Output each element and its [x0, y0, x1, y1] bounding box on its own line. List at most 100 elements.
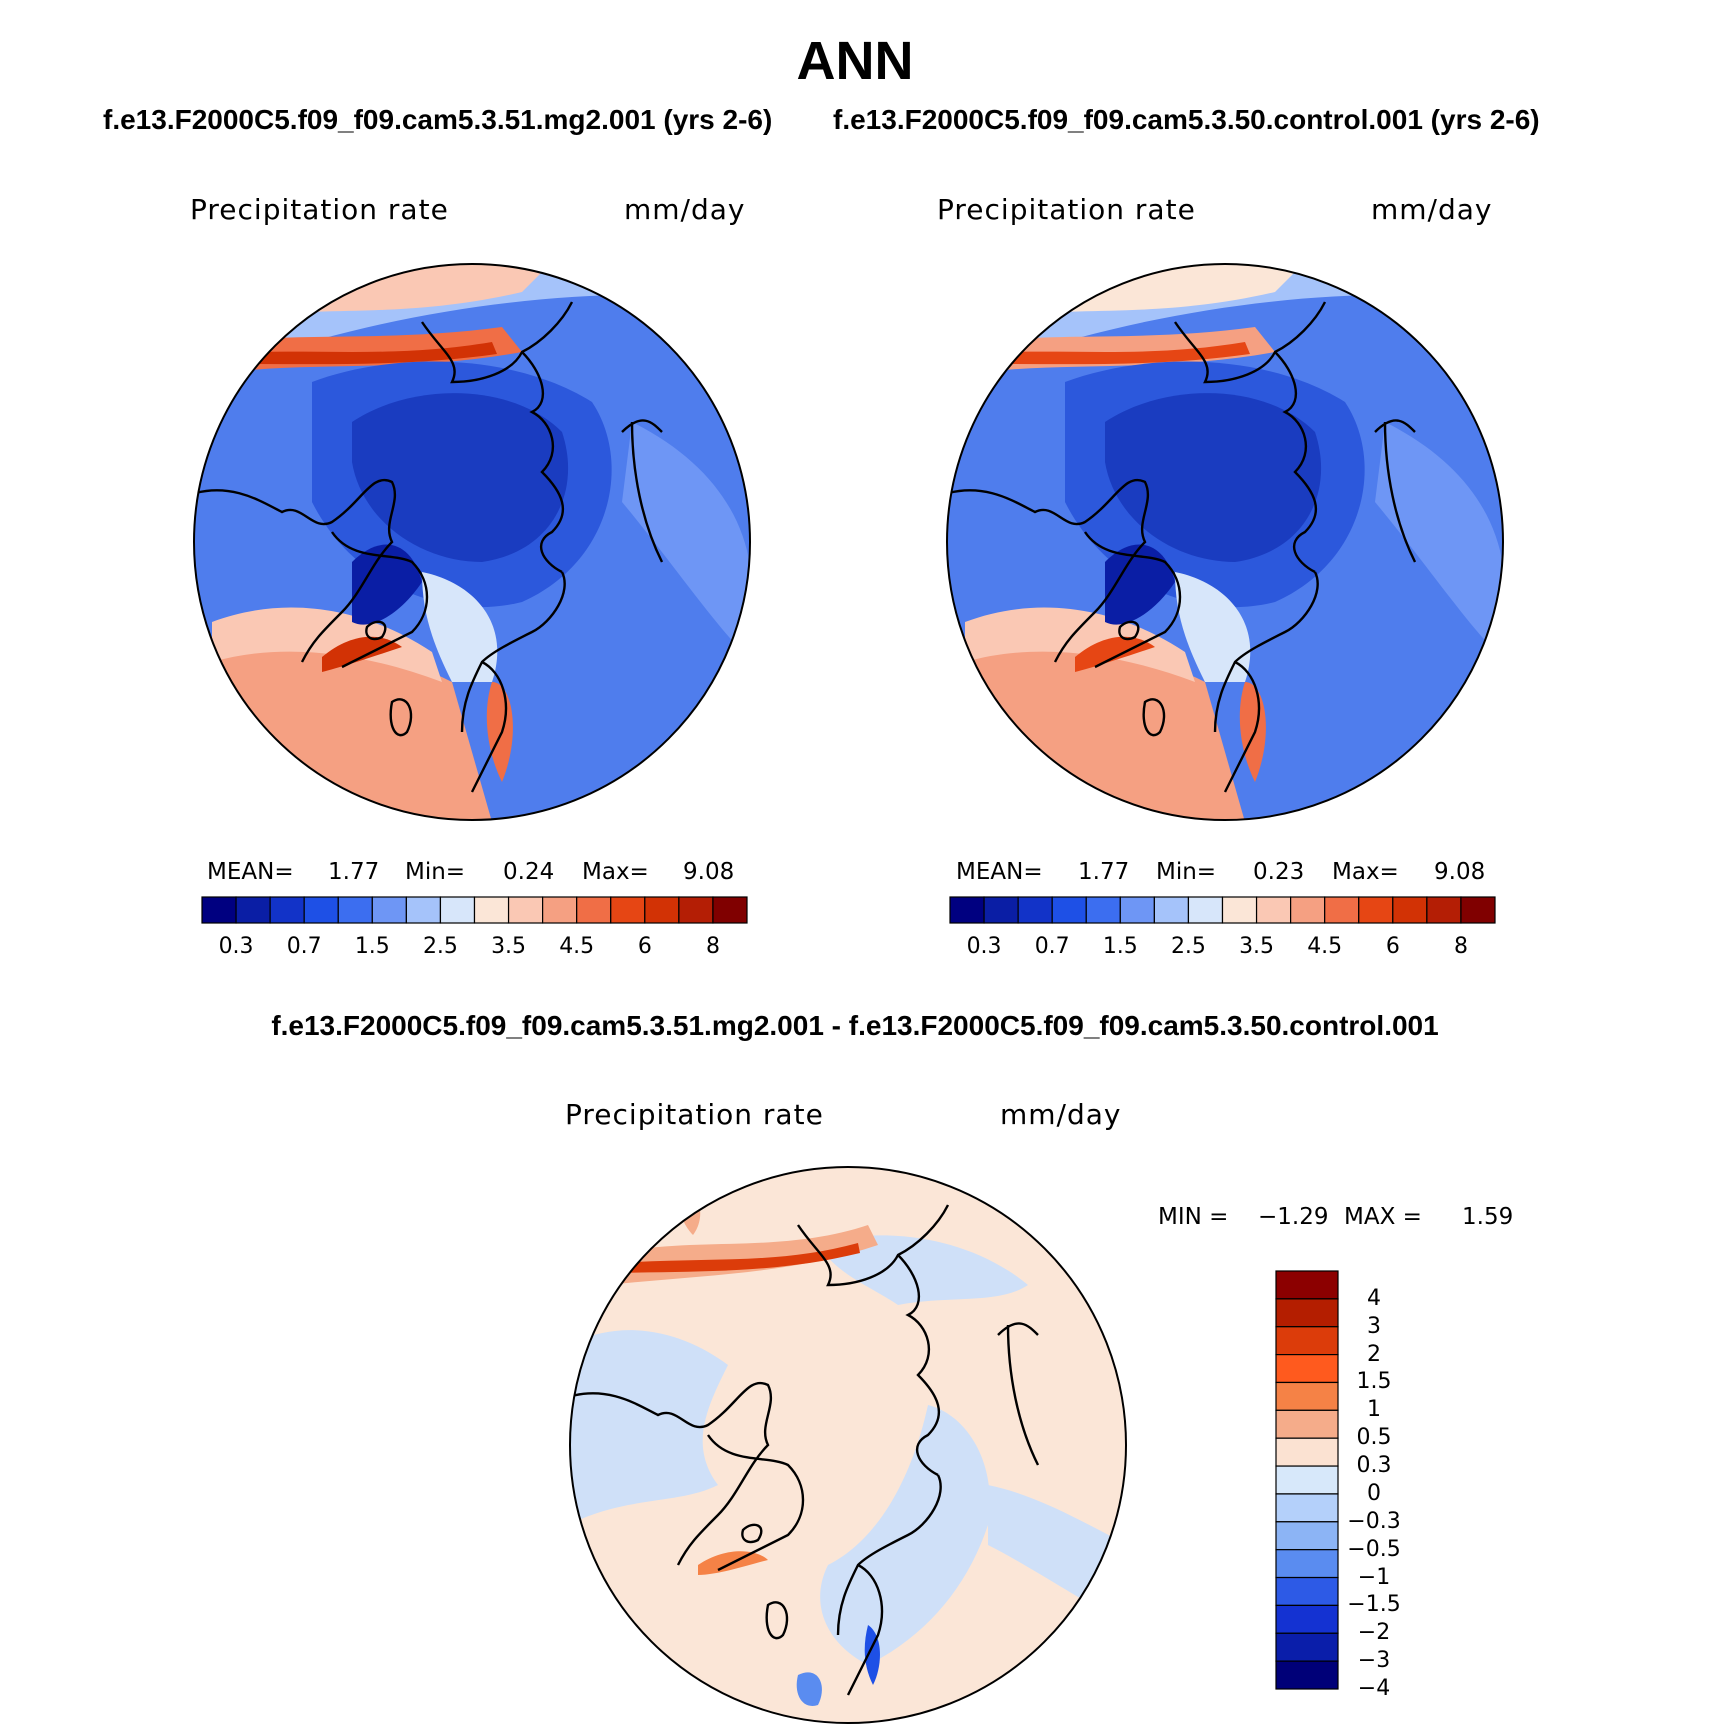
difference-polar-map — [569, 1166, 1127, 1724]
difference-colorbar-tick-label: −1 — [1357, 1564, 1391, 1590]
difference-colorbar-tick-label: 0.3 — [1356, 1453, 1392, 1479]
panel2-colorbar-swatch — [949, 896, 985, 924]
panel1-colorbar-swatch — [678, 896, 714, 924]
panel2-colorbar-tick-label: 2.5 — [1170, 934, 1206, 959]
panel2-colorbar-swatch — [1426, 896, 1462, 924]
difference-colorbar-swatch — [1275, 1493, 1339, 1523]
panel2-colorbar-swatch — [1255, 896, 1292, 924]
case-title-left: f.e13.F2000C5.f09_f09.cam5.3.51.mg2.001 … — [103, 104, 773, 135]
panel2-colorbar-tick-label: 1.5 — [1102, 934, 1138, 959]
panel2-max-value: 9.08 — [1434, 859, 1486, 885]
difference-colorbar-tick-label: 1.5 — [1356, 1369, 1392, 1395]
panel2-colorbar-swatch — [1187, 896, 1224, 924]
difference-colorbar-tick-label: 3 — [1367, 1313, 1381, 1339]
panel3-min-value: −1.29 — [1258, 1204, 1329, 1230]
panel2-colorbar-swatch — [1085, 896, 1121, 924]
difference-colorbar-swatch — [1275, 1604, 1339, 1634]
case-title-right: f.e13.F2000C5.f09_f09.cam5.3.50.control.… — [833, 104, 1540, 135]
panel1-colorbar-swatch — [337, 896, 373, 924]
panel1-colorbar-tick-label: 8 — [705, 934, 720, 959]
panel1-colorbar-swatch — [269, 896, 305, 924]
panel2-polar-map — [946, 263, 1504, 821]
panel1-colorbar — [201, 896, 748, 924]
panel2-colorbar-swatch — [1392, 896, 1428, 924]
difference-colorbar-ticks: 4 3 2 1.5 1 0.5 0.3 0 −0.3 −0.5 −1 −1.5 −2 −3 −4 — [1344, 1271, 1424, 1701]
difference-colorbar-tick-label: 0.5 — [1356, 1425, 1392, 1451]
panel2-colorbar-swatch — [1460, 896, 1496, 924]
panel3-units-label: mm/day — [1000, 1098, 1122, 1131]
difference-colorbar-swatch — [1275, 1660, 1339, 1690]
panel1-mean-value: 1.77 — [328, 859, 380, 885]
panel2-colorbar-swatch — [1119, 896, 1155, 924]
panel2-colorbar-swatch — [1290, 896, 1326, 924]
difference-colorbar-tick-label: −0.5 — [1347, 1536, 1401, 1562]
difference-colorbar-swatch — [1275, 1381, 1339, 1411]
panel3-variable-label: Precipitation rate — [565, 1098, 824, 1131]
panel1-colorbar-swatch — [201, 896, 237, 924]
figure-title: ANN — [796, 31, 914, 91]
difference-colorbar-tick-label: −3 — [1357, 1648, 1391, 1674]
panel1-colorbar-tick-label: 2.5 — [422, 934, 458, 959]
panel2-mean-value: 1.77 — [1078, 859, 1130, 885]
panel2-colorbar-tick-label: 0.3 — [966, 934, 1002, 959]
panel1-colorbar-swatch — [542, 896, 578, 924]
panel2-min-value: 0.23 — [1253, 859, 1305, 885]
panel1-mean-label: MEAN= — [207, 859, 294, 885]
panel1-colorbar-swatch — [439, 896, 476, 924]
difference-colorbar-swatch — [1275, 1437, 1339, 1467]
panel2-colorbar-tick-label: 8 — [1453, 934, 1468, 959]
panel1-colorbar-tick-label: 0.3 — [218, 934, 254, 959]
difference-title: f.e13.F2000C5.f09_f09.cam5.3.51.mg2.001 … — [271, 1010, 1439, 1041]
panel2-colorbar-swatch — [983, 896, 1019, 924]
panel2-colorbar-swatch — [1221, 896, 1258, 924]
panel1-max-value: 9.08 — [683, 859, 735, 885]
difference-colorbar-tick-label: 0 — [1367, 1480, 1381, 1506]
panel1-colorbar-swatch — [371, 896, 407, 924]
panel1-units-label: mm/day — [624, 193, 746, 226]
difference-colorbar-swatch — [1275, 1409, 1339, 1439]
panel1-colorbar-swatch — [576, 896, 612, 924]
difference-colorbar-tick-label: −0.3 — [1347, 1508, 1401, 1534]
difference-colorbar-swatch — [1275, 1353, 1339, 1384]
panel2-colorbar-swatch — [1051, 896, 1087, 924]
difference-colorbar-swatch — [1275, 1298, 1339, 1328]
difference-colorbar-swatch — [1275, 1521, 1339, 1551]
panel1-colorbar-swatch — [405, 896, 442, 924]
panel1-min-value: 0.24 — [503, 859, 555, 885]
panel1-colorbar-tick-label: 6 — [637, 934, 652, 959]
difference-colorbar-tick-label: −1.5 — [1347, 1592, 1401, 1618]
panel2-colorbar-swatch — [1017, 896, 1053, 924]
panel2-min-label: Min= — [1156, 859, 1217, 885]
panel1-colorbar-ticks: 0.3 0.7 1.5 2.5 3.5 4.5 6 8 — [202, 934, 747, 964]
panel1-colorbar-tick-label: 4.5 — [559, 934, 595, 959]
difference-colorbar-swatch — [1275, 1326, 1339, 1356]
panel1-colorbar-tick-label: 1.5 — [354, 934, 390, 959]
panel1-colorbar-swatch — [235, 896, 271, 924]
panel1-max-label: Max= — [582, 859, 649, 885]
panel1-variable-label: Precipitation rate — [190, 193, 449, 226]
panel3-max-value: 1.59 — [1462, 1204, 1514, 1230]
panel1-colorbar-swatch — [610, 896, 646, 924]
difference-colorbar-tick-label: −4 — [1357, 1676, 1391, 1701]
difference-colorbar-swatch — [1275, 1632, 1339, 1662]
panel1-colorbar-swatch — [644, 896, 680, 924]
difference-colorbar-tick-label: 4 — [1367, 1285, 1381, 1311]
difference-colorbar-tick-label: 1 — [1367, 1397, 1381, 1423]
difference-colorbar-tick-label: −2 — [1357, 1620, 1391, 1646]
panel1-polar-map — [193, 263, 751, 821]
panel1-min-label: Min= — [405, 859, 466, 885]
panel2-colorbar-tick-label: 0.7 — [1034, 934, 1070, 959]
panel2-colorbar-swatch — [1358, 896, 1394, 924]
panel2-colorbar-swatch — [1324, 896, 1360, 924]
panel2-colorbar-tick-label: 3.5 — [1239, 934, 1275, 959]
panel1-colorbar-swatch — [507, 896, 544, 924]
panel1-colorbar-tick-label: 3.5 — [491, 934, 527, 959]
difference-colorbar — [1275, 1270, 1339, 1690]
panel2-units-label: mm/day — [1371, 193, 1493, 226]
panel1-colorbar-swatch — [473, 896, 510, 924]
difference-colorbar-swatch — [1275, 1465, 1339, 1495]
panel3-min-label: MIN = — [1158, 1204, 1229, 1230]
panel1-colorbar-tick-label: 0.7 — [286, 934, 322, 959]
difference-colorbar-tick-label: 2 — [1367, 1341, 1381, 1367]
difference-colorbar-swatch — [1275, 1549, 1339, 1579]
